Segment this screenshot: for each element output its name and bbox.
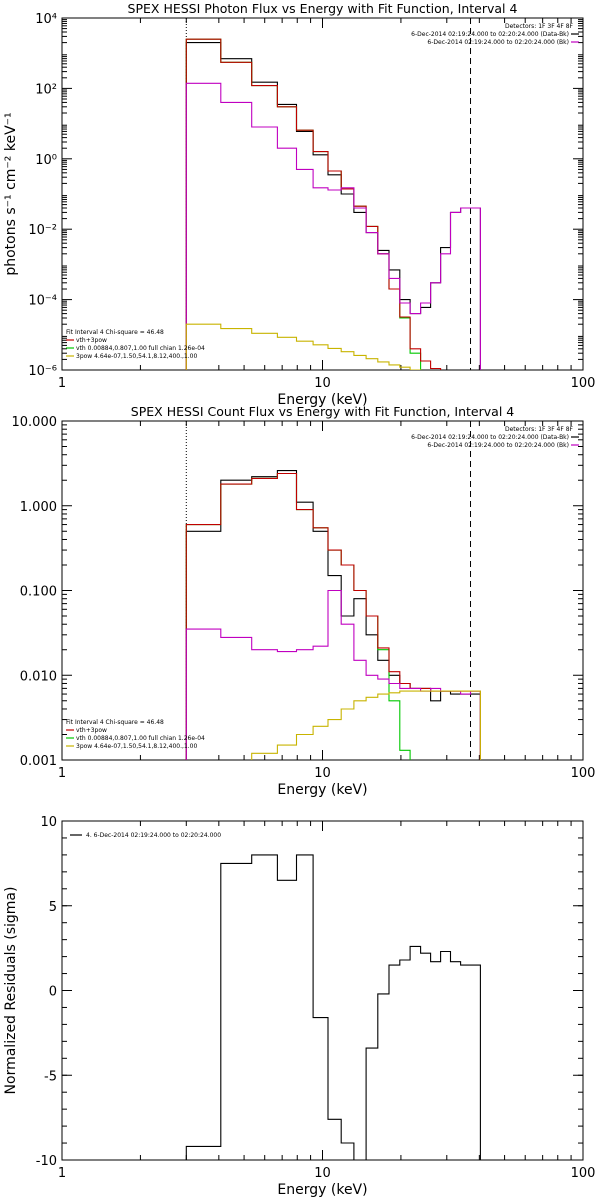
- legend-header: Detectors: 1F 3F 4F 8F: [505, 426, 574, 433]
- y-tick-label: 5: [49, 900, 57, 915]
- x-tick-label: 10: [314, 766, 331, 781]
- y-tick-label: 10.000: [12, 415, 58, 430]
- y-tick-label: 0.100: [20, 585, 57, 600]
- fit-legend-header: Fit Interval 4 Chi-square = 46.48: [66, 329, 164, 336]
- fit-legend-entry: vth+3pow: [76, 337, 107, 344]
- fit-legend-entry: vth 0.00884,0.807,1.00 full chian 1.26e-…: [76, 735, 205, 742]
- y-tick-label: 1.000: [20, 500, 57, 515]
- series-histogram-5: [251, 690, 481, 760]
- y-tick-label: 10⁻²: [28, 223, 57, 238]
- y-axis-label: Normalized Residuals (sigma): [3, 887, 19, 1095]
- y-tick-label: 10²: [35, 82, 57, 97]
- fit-legend-entry: vth 0.00884,0.807,1.00 full chian 1.26e-…: [76, 345, 205, 352]
- y-tick-label: 10⁻⁶: [28, 364, 57, 379]
- y-tick-label: -5: [44, 1069, 57, 1084]
- chart-panel-2: SPEX HESSI Count Flux vs Energy with Fit…: [12, 404, 596, 798]
- chart-title: SPEX HESSI Photon Flux vs Energy with Fi…: [128, 1, 518, 16]
- y-tick-label: 0.010: [20, 669, 57, 684]
- x-tick-label: 10: [314, 1166, 331, 1181]
- x-axis-label: Energy (keV): [277, 392, 367, 408]
- fit-legend-entry: 3pow 4.64e-07,1.50,54.1,8.12,400.,1.00: [76, 353, 197, 360]
- legend-entry: 6-Dec-2014 02:19:24.000 to 02:20:24.000 …: [427, 442, 569, 449]
- x-axis-label: Energy (keV): [277, 782, 367, 798]
- y-tick-label: 10⁰: [35, 153, 57, 168]
- y-axis-label: photons s⁻¹ cm⁻² keV⁻¹: [3, 112, 19, 275]
- series-histogram-3: [185, 38, 442, 370]
- fit-legend-entry: vth+3pow: [76, 727, 107, 734]
- y-tick-label: 0: [49, 985, 57, 1000]
- legend-entry: 6-Dec-2014 02:19:24.000 to 02:20:24.000 …: [427, 39, 569, 46]
- series-histogram-4: [185, 82, 481, 370]
- legend-header: Detectors: 1F 3F 4F 8F: [505, 23, 574, 30]
- legend-entry: 4. 6-Dec-2014 02:19:24.000 to 02:20:24.0…: [86, 832, 221, 839]
- series-histogram-1: [185, 854, 481, 1160]
- chart-panel-1: SPEX HESSI Photon Flux vs Energy with Fi…: [3, 1, 595, 408]
- legend-entry: 6-Dec-2014 02:19:24.000 to 02:20:24.000 …: [411, 31, 569, 38]
- y-tick-label: 10: [40, 815, 57, 830]
- fit-legend-entry: 3pow 4.64e-07,1.50,54.1,8.12,400.,1.00: [76, 743, 197, 750]
- series-histogram-5: [185, 323, 422, 370]
- y-tick-label: 0.001: [20, 754, 57, 769]
- x-axis-label: Energy (keV): [277, 1182, 367, 1198]
- y-tick-label: 10⁴: [35, 12, 57, 27]
- x-tick-label: 1: [58, 766, 66, 781]
- x-tick-label: 100: [571, 1166, 596, 1181]
- legend-entry: 6-Dec-2014 02:19:24.000 to 02:20:24.000 …: [411, 434, 569, 441]
- x-tick-label: 100: [571, 766, 596, 781]
- y-tick-label: 10⁻⁴: [28, 294, 57, 309]
- y-tick-label: -10: [36, 1154, 57, 1169]
- x-tick-label: 100: [571, 376, 596, 391]
- fit-legend-header: Fit Interval 4 Chi-square = 46.48: [66, 719, 164, 726]
- chart-title: SPEX HESSI Count Flux vs Energy with Fit…: [131, 404, 514, 419]
- x-tick-label: 1: [58, 376, 66, 391]
- x-tick-label: 10: [314, 376, 331, 391]
- x-tick-label: 1: [58, 1166, 66, 1181]
